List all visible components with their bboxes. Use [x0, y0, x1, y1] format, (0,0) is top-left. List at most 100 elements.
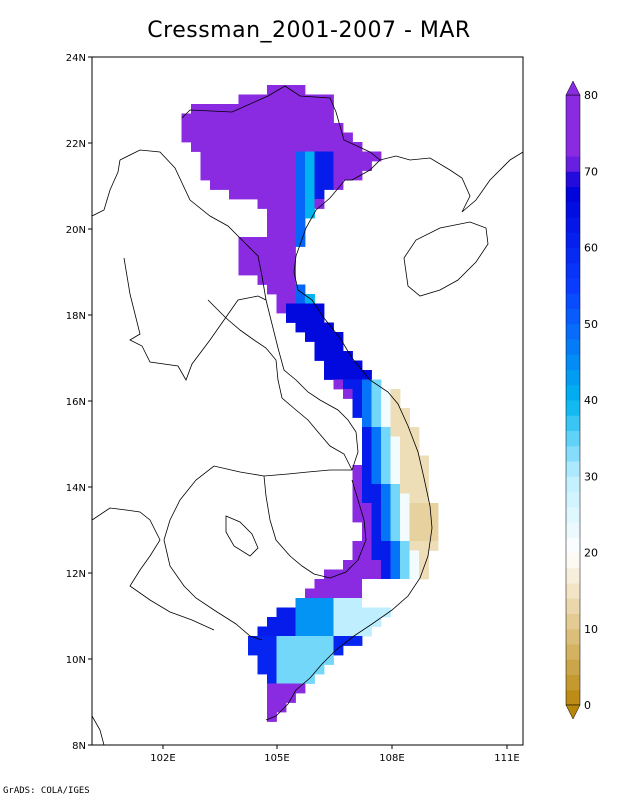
colorbar-segment	[566, 125, 580, 142]
grid-cell	[362, 550, 372, 561]
grid-cell	[352, 389, 363, 399]
grid-cell	[371, 512, 382, 523]
colorbar-segment	[566, 400, 580, 416]
grid-cell	[276, 645, 287, 656]
grid-cell	[210, 142, 220, 152]
grid-cell	[248, 151, 258, 162]
grid-cell	[324, 569, 334, 580]
grid-cell	[286, 294, 296, 304]
grid-cell	[305, 132, 315, 143]
colorbar-segment	[566, 369, 580, 386]
grid-cell	[343, 617, 353, 627]
grid-cell	[333, 379, 344, 390]
grid-cell	[267, 284, 277, 295]
map-title: Cressman_2001-2007 - MAR	[147, 18, 471, 43]
grid-cell	[295, 294, 306, 304]
grid-cell	[295, 674, 306, 684]
grid-cell	[390, 512, 401, 523]
grid-cell	[295, 607, 306, 618]
grid-cell	[267, 693, 277, 703]
grid-cell	[381, 503, 391, 513]
grid-cell	[390, 579, 401, 589]
grid-cell	[305, 199, 315, 209]
grid-cell	[295, 313, 306, 323]
grid-cell	[362, 512, 372, 523]
grid-cell	[210, 180, 220, 190]
grid-cell	[371, 598, 382, 608]
grid-cell	[314, 664, 325, 675]
grid-cell	[314, 151, 325, 162]
grid-cell	[276, 693, 287, 703]
grid-cell	[305, 180, 315, 190]
grid-cell	[295, 132, 306, 143]
grid-cell	[428, 503, 439, 513]
grid-cell	[343, 351, 353, 361]
colorbar-label: 10	[584, 623, 598, 636]
grid-cell	[286, 693, 296, 703]
grid-cell	[267, 170, 277, 181]
grid-cell	[371, 389, 382, 399]
grid-cell	[295, 218, 306, 228]
grid-cell	[324, 655, 334, 665]
grid-cell	[314, 579, 325, 589]
grid-cell	[267, 142, 277, 152]
grid-cell	[352, 170, 363, 181]
grid-cell	[400, 446, 410, 456]
grid-cell	[257, 199, 268, 209]
grid-cell	[324, 607, 334, 618]
grid-cell	[229, 151, 239, 162]
grid-cell	[343, 370, 353, 380]
grid-cell	[257, 256, 268, 266]
grid-cell	[295, 664, 306, 675]
grid-cell	[286, 256, 296, 266]
grid-cell	[390, 541, 401, 551]
grid-cell	[371, 531, 382, 542]
grid-cell	[409, 465, 420, 475]
grid-cell	[419, 465, 429, 475]
grid-cell	[362, 522, 372, 532]
grid-cell	[286, 151, 296, 162]
grid-cell	[324, 332, 334, 342]
grid-cell	[362, 541, 372, 551]
grid-cell	[286, 94, 296, 105]
colorbar-segment	[566, 659, 580, 675]
grid-cell	[248, 265, 258, 276]
grid-cell	[276, 265, 287, 276]
grid-cell	[286, 655, 296, 665]
grid-cell	[276, 275, 287, 285]
lon-label: 108E	[379, 753, 404, 764]
grid-cell	[200, 132, 211, 143]
grid-cell	[238, 170, 249, 181]
grid-cell	[409, 474, 420, 485]
grid-cell	[381, 484, 391, 494]
grid-cell	[343, 560, 353, 570]
colorbar-segment	[566, 323, 580, 340]
grid-cell	[305, 94, 315, 105]
grid-cell	[267, 617, 277, 627]
grid-cell	[390, 408, 401, 418]
grid-cell	[390, 588, 401, 599]
grid-cell	[343, 360, 353, 371]
lon-label: 102E	[150, 753, 175, 764]
grid-cell	[333, 123, 344, 133]
grid-cell	[333, 132, 344, 143]
colorbar-segment	[566, 95, 580, 111]
grid-cell	[419, 531, 429, 542]
grid-cell	[371, 588, 382, 599]
grid-cell	[305, 636, 315, 646]
grid-cell	[267, 674, 277, 684]
grads-credit: GrADS: COLA/IGES	[3, 786, 90, 796]
grid-cell	[362, 408, 372, 418]
lat-label: 14N	[66, 483, 86, 494]
grid-cell	[295, 617, 306, 627]
grid-cell	[238, 256, 249, 266]
grid-cell	[371, 446, 382, 456]
grid-cell	[333, 607, 344, 618]
colorbar-label: 0	[584, 699, 591, 712]
grid-cell	[371, 607, 382, 618]
grid-cell	[324, 142, 334, 152]
grid-cell	[324, 180, 334, 190]
colorbar-label: 70	[584, 165, 598, 178]
grid-cell	[295, 180, 306, 190]
